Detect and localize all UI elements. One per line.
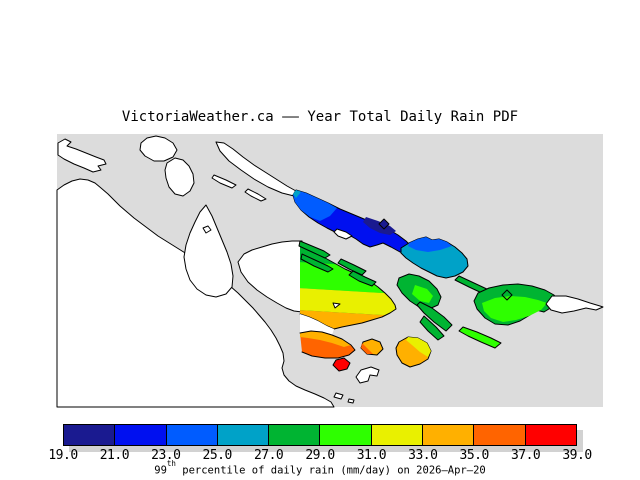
- island-blue-chain: [292, 189, 415, 256]
- island-white-blob-north: [139, 135, 178, 162]
- colorbar-tick-35.0: 35.0: [459, 448, 490, 463]
- island-green-arm-south: [419, 315, 445, 341]
- gradient-band-yellow: [300, 288, 396, 316]
- colorbar-tick-37.0: 37.0: [510, 448, 541, 463]
- caption-superscript: th: [166, 458, 176, 468]
- islet-orange-deep-corner: [361, 343, 373, 354]
- caption-suffix: percentile of daily rain (mm/day) on 202…: [175, 464, 486, 477]
- gradient-lobe-orange-top: [300, 331, 351, 347]
- island-blue-teal-tip: [293, 190, 301, 198]
- island-bright-green-elongated: [458, 326, 502, 349]
- islands-green-slivers: [298, 240, 490, 295]
- colorbar-tick-39.0: 39.0: [562, 448, 592, 463]
- gradient-band-orange: [300, 310, 396, 329]
- islet-sliver-2: [244, 188, 267, 202]
- island-pointed-lake: [202, 225, 212, 234]
- marker-triangle-white: [332, 302, 341, 309]
- gradient-lobe-coastline: [299, 330, 356, 359]
- green-sliver-2: [300, 253, 334, 273]
- island-green-arm-north: [416, 301, 453, 332]
- colorbar-segment-1: [115, 425, 167, 445]
- green-sliver-4: [348, 270, 377, 287]
- island-pointed-white: [183, 204, 234, 298]
- colorbar-tick-25.0: 25.0: [202, 448, 233, 463]
- colorbar-tick-19.0: 19.0: [48, 448, 78, 463]
- island-yellow-orange-yellow-side: [406, 337, 431, 357]
- caption-prefix: 99: [154, 464, 167, 477]
- colorbar-tick-33.0: 33.0: [408, 448, 438, 463]
- land-wedge-white: [300, 314, 334, 335]
- island-east-large: [473, 283, 604, 326]
- green-sliver-1: [298, 240, 331, 259]
- colorbar-segment-0: [64, 425, 116, 445]
- marker-diamond-navy: [378, 218, 390, 230]
- island-green-round-bright-core: [412, 285, 433, 303]
- colorbar-tick-23.0: 23.0: [151, 448, 181, 463]
- island-blue-nw-lighter: [293, 190, 337, 221]
- colorbar-segment-9: [525, 425, 576, 445]
- islet-white-micro-1: [333, 392, 344, 400]
- peninsula-finger: [57, 138, 107, 173]
- colorbar-tick-27.0: 27.0: [253, 448, 284, 463]
- colorbar-tick-29.0: 29.0: [305, 448, 335, 463]
- island-east-bright-core: [482, 296, 547, 322]
- page-title: VictoriaWeather.ca –– Year Total Daily R…: [121, 109, 519, 125]
- colorbar-segment-6: [371, 425, 424, 445]
- island-white-blob-south: [164, 157, 195, 197]
- islands-mid-green-cluster: [396, 273, 502, 349]
- islet-white-micro-2: [347, 398, 355, 404]
- islets-south: [332, 336, 432, 404]
- island-east-white-tail: [545, 295, 604, 314]
- colorbar-tick-21.0: 21.0: [99, 448, 130, 463]
- island-teal: [400, 236, 469, 279]
- islet-white-south: [355, 366, 380, 384]
- island-teal-blue-top: [408, 237, 452, 252]
- islet-sliver-1: [211, 174, 237, 189]
- colorbar: [63, 424, 577, 446]
- colorbar-segment-2: [166, 425, 218, 445]
- islet-red: [332, 357, 351, 372]
- colorbar-segment-3: [217, 425, 270, 445]
- colorbar-tick-31.0: 31.0: [356, 448, 387, 463]
- islet-white-harbour: [333, 228, 353, 240]
- colorbar-segment-5: [320, 425, 372, 445]
- colorbar-segment-8: [474, 425, 526, 445]
- colorbar-segment-4: [269, 425, 321, 445]
- colorbar-segment-7: [423, 425, 475, 445]
- island-blue-navy-core: [363, 217, 396, 235]
- colorbar-caption: 99th percentile of daily rain (mm/day) o…: [0, 458, 640, 477]
- marker-diamond-green: [501, 289, 513, 301]
